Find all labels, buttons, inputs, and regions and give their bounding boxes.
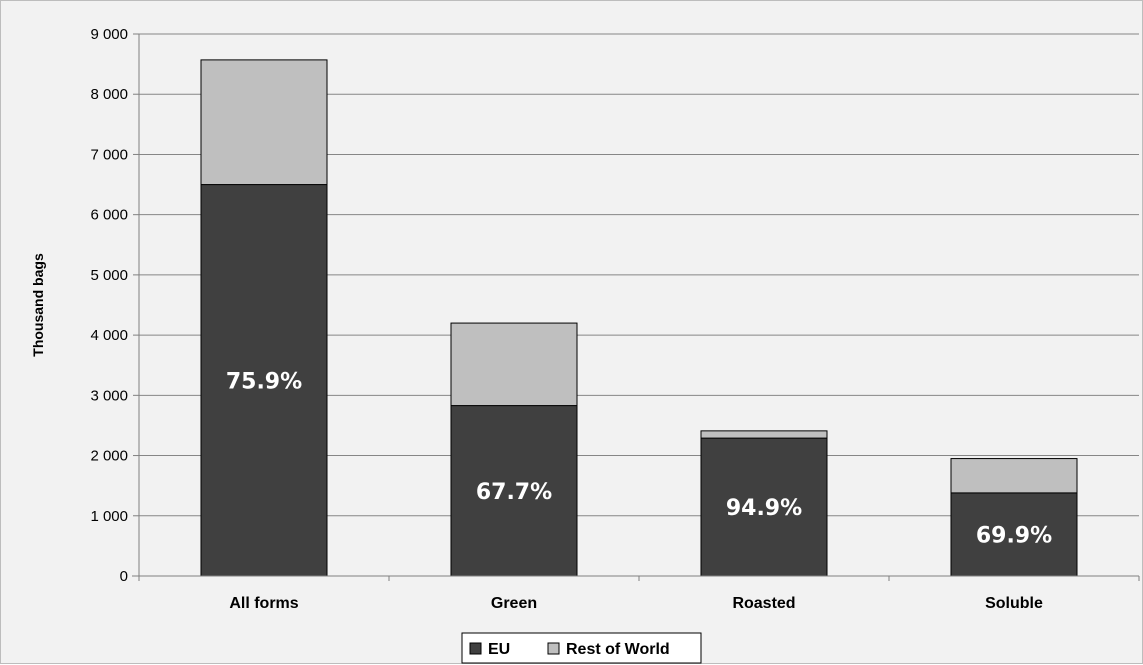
bar-eu	[450, 405, 578, 577]
labels: 0 1 000 2 000 3 000 4 000 5 000 6 000 7 000 8 00…	[90, 26, 1052, 612]
bars	[200, 59, 1078, 577]
legend-box	[461, 632, 702, 664]
x-category-label: Roasted	[732, 595, 795, 612]
y-tick-label: 6 000	[90, 207, 128, 224]
bar-eu	[700, 437, 828, 577]
x-category-label: Soluble	[985, 595, 1043, 612]
x-category-label: Green	[491, 595, 537, 612]
data-label-eu-share: 69.9%	[976, 523, 1052, 548]
y-tick-label: 0	[120, 568, 128, 585]
bar-eu	[950, 492, 1078, 577]
data-label-eu-share: 75.9%	[226, 369, 302, 394]
y-tick-label: 4 000	[90, 327, 128, 344]
x-category-label: All forms	[229, 595, 298, 612]
y-tick-label: 3 000	[90, 387, 128, 404]
bar-rest-of-world	[200, 59, 328, 186]
legend-swatch-eu	[469, 642, 482, 655]
legend-label-eu: EU	[488, 641, 510, 658]
bar-rest-of-world	[700, 430, 828, 439]
y-tick-label: 8 000	[90, 86, 128, 103]
y-axis-label: Thousand bags	[30, 253, 46, 357]
axes	[132, 34, 1139, 577]
bar-rest-of-world	[450, 322, 578, 407]
y-tick-label: 5 000	[90, 267, 128, 284]
y-tick-label: 7 000	[90, 146, 128, 163]
data-label-eu-share: 94.9%	[726, 496, 802, 521]
legend-swatch-rest-of-world	[547, 642, 560, 655]
bar-eu	[200, 184, 328, 577]
bar-rest-of-world	[950, 458, 1078, 494]
data-label-eu-share: 67.7%	[476, 480, 552, 505]
legend-label-rest-of-world: Rest of World	[566, 641, 670, 658]
y-tick-label: 2 000	[90, 448, 128, 465]
y-tick-label: 9 000	[90, 26, 128, 43]
legend: EU Rest of World	[461, 632, 702, 664]
y-tick-label: 1 000	[90, 508, 128, 525]
